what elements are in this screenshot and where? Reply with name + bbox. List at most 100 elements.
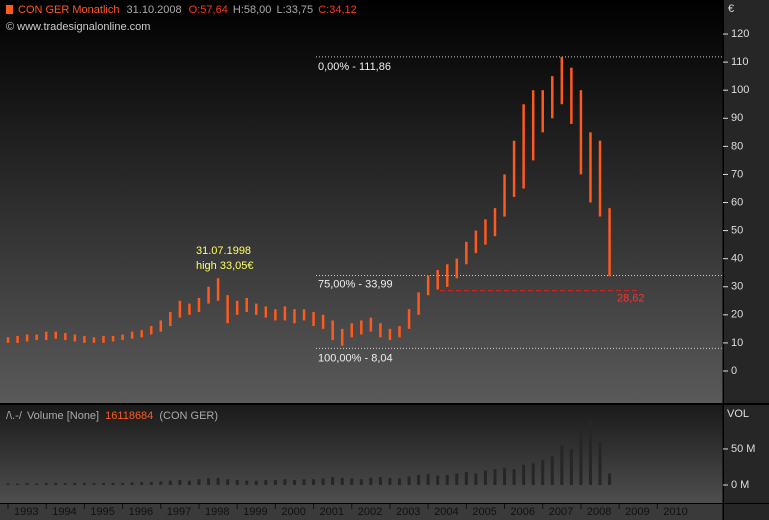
volume-bar [207,478,211,485]
volume-bar [531,463,535,485]
level-label: 0,00% - 111,86 [318,61,391,73]
volume-unit: VOL [727,408,749,420]
volume-bar [369,477,373,485]
x-tick-label: 2000 [281,506,305,518]
header-close: C:34,12 [318,4,357,16]
x-tick-label: 1997 [167,506,191,518]
volume-bar [398,478,402,485]
y-unit: € [728,3,734,15]
y-tick-label: 40 [731,253,743,265]
x-tick-label: 2010 [663,506,687,518]
x-tick-label: 2004 [434,506,458,518]
volume-bar [359,479,363,485]
y-axis-area [724,0,769,520]
volume-bar [588,420,592,485]
header-open: O:57,64 [189,4,228,16]
y-tick-label: 20 [731,309,743,321]
volume-bar [254,480,258,485]
volume-bar [121,482,125,485]
volume-bar [44,482,48,485]
y-tick-label: 110 [731,56,749,68]
x-tick-label: 1998 [205,506,229,518]
volume-bar [216,477,220,485]
x-tick-label: 2003 [396,506,420,518]
volume-bar [474,473,478,485]
y-tick-label: 90 [731,112,743,124]
volume-bar [436,475,440,485]
volume-bar [331,477,335,485]
volume-bar [350,478,354,485]
volume-bar [82,482,86,485]
header-title: CON GER Monatlich [18,4,119,16]
volume-bar [503,467,507,485]
volume-bar [455,473,459,485]
volume-bar [541,459,545,485]
y-tick-label: 60 [731,196,743,208]
volume-bar [598,441,602,485]
volume-bar [483,470,487,485]
x-tick-label: 2007 [549,506,573,518]
volume-bar [493,469,497,485]
volume-bar [464,472,468,485]
price-panel [0,0,723,404]
volume-bar [149,482,153,485]
peak-note: high 33,05€ [196,260,254,272]
volume-bar [54,482,58,485]
volume-panel [0,405,723,503]
y-tick-label: 0 M [731,479,749,491]
volume-bar [130,482,134,485]
volume-bar [312,479,316,485]
volume-bar [560,445,564,485]
volume-bar [140,482,144,485]
level-label: 100,00% - 8,04 [318,352,393,364]
x-tick-label: 2005 [472,506,496,518]
volume-bar [273,479,277,485]
volume-bar [187,480,191,485]
volume-header: /\.-/ Volume [None] 16118684 (CON GER) [6,410,218,422]
volume-bar [92,483,96,485]
volume-bar [35,483,39,485]
volume-bar [426,474,430,485]
x-tick-label: 1996 [129,506,153,518]
peak-note: 31.07.1998 [196,245,251,257]
header: CON GER Monatlich 31.10.2008 O:57,64 H:5… [18,4,357,16]
x-tick-label: 1995 [90,506,114,518]
volume-bar [522,464,526,485]
y-tick-label: 50 [731,225,743,237]
x-tick-label: 2008 [587,506,611,518]
x-tick-label: 2009 [625,506,649,518]
header-high: H:58,00 [233,4,272,16]
y-tick-label: 0 [731,365,737,377]
x-tick-label: 1994 [52,506,76,518]
source: © www.tradesignalonline.com [6,21,150,33]
volume-icon: /\.-/ [6,410,23,422]
volume-bar [235,479,239,485]
x-tick-label: 1999 [243,506,267,518]
level-label: 75,00% - 33,99 [318,278,393,290]
header-low: L:33,75 [276,4,313,16]
volume-bar [102,482,106,485]
header-date: 31.10.2008 [127,4,182,16]
volume-bar [445,474,449,485]
x-tick-label: 1993 [14,506,38,518]
volume-bar [25,483,29,485]
volume-title: Volume [None] [27,410,99,422]
volume-bar [321,478,325,485]
volume-bar [6,483,10,485]
volume-bar [111,482,115,485]
volume-bar [388,477,392,485]
volume-bar [512,469,516,485]
volume-bar [283,479,287,485]
volume-bar [302,479,306,485]
y-tick-label: 100 [731,84,749,96]
volume-bar [16,483,20,485]
volume-symbol: (CON GER) [159,410,218,422]
symbol-icon [6,5,13,14]
support-label: 28,62 [617,293,645,305]
y-tick-label: 120 [731,28,749,40]
y-tick-label: 70 [731,168,743,180]
y-tick-label: 50 M [731,443,755,455]
y-tick-label: 80 [731,140,743,152]
volume-bar [608,473,612,485]
